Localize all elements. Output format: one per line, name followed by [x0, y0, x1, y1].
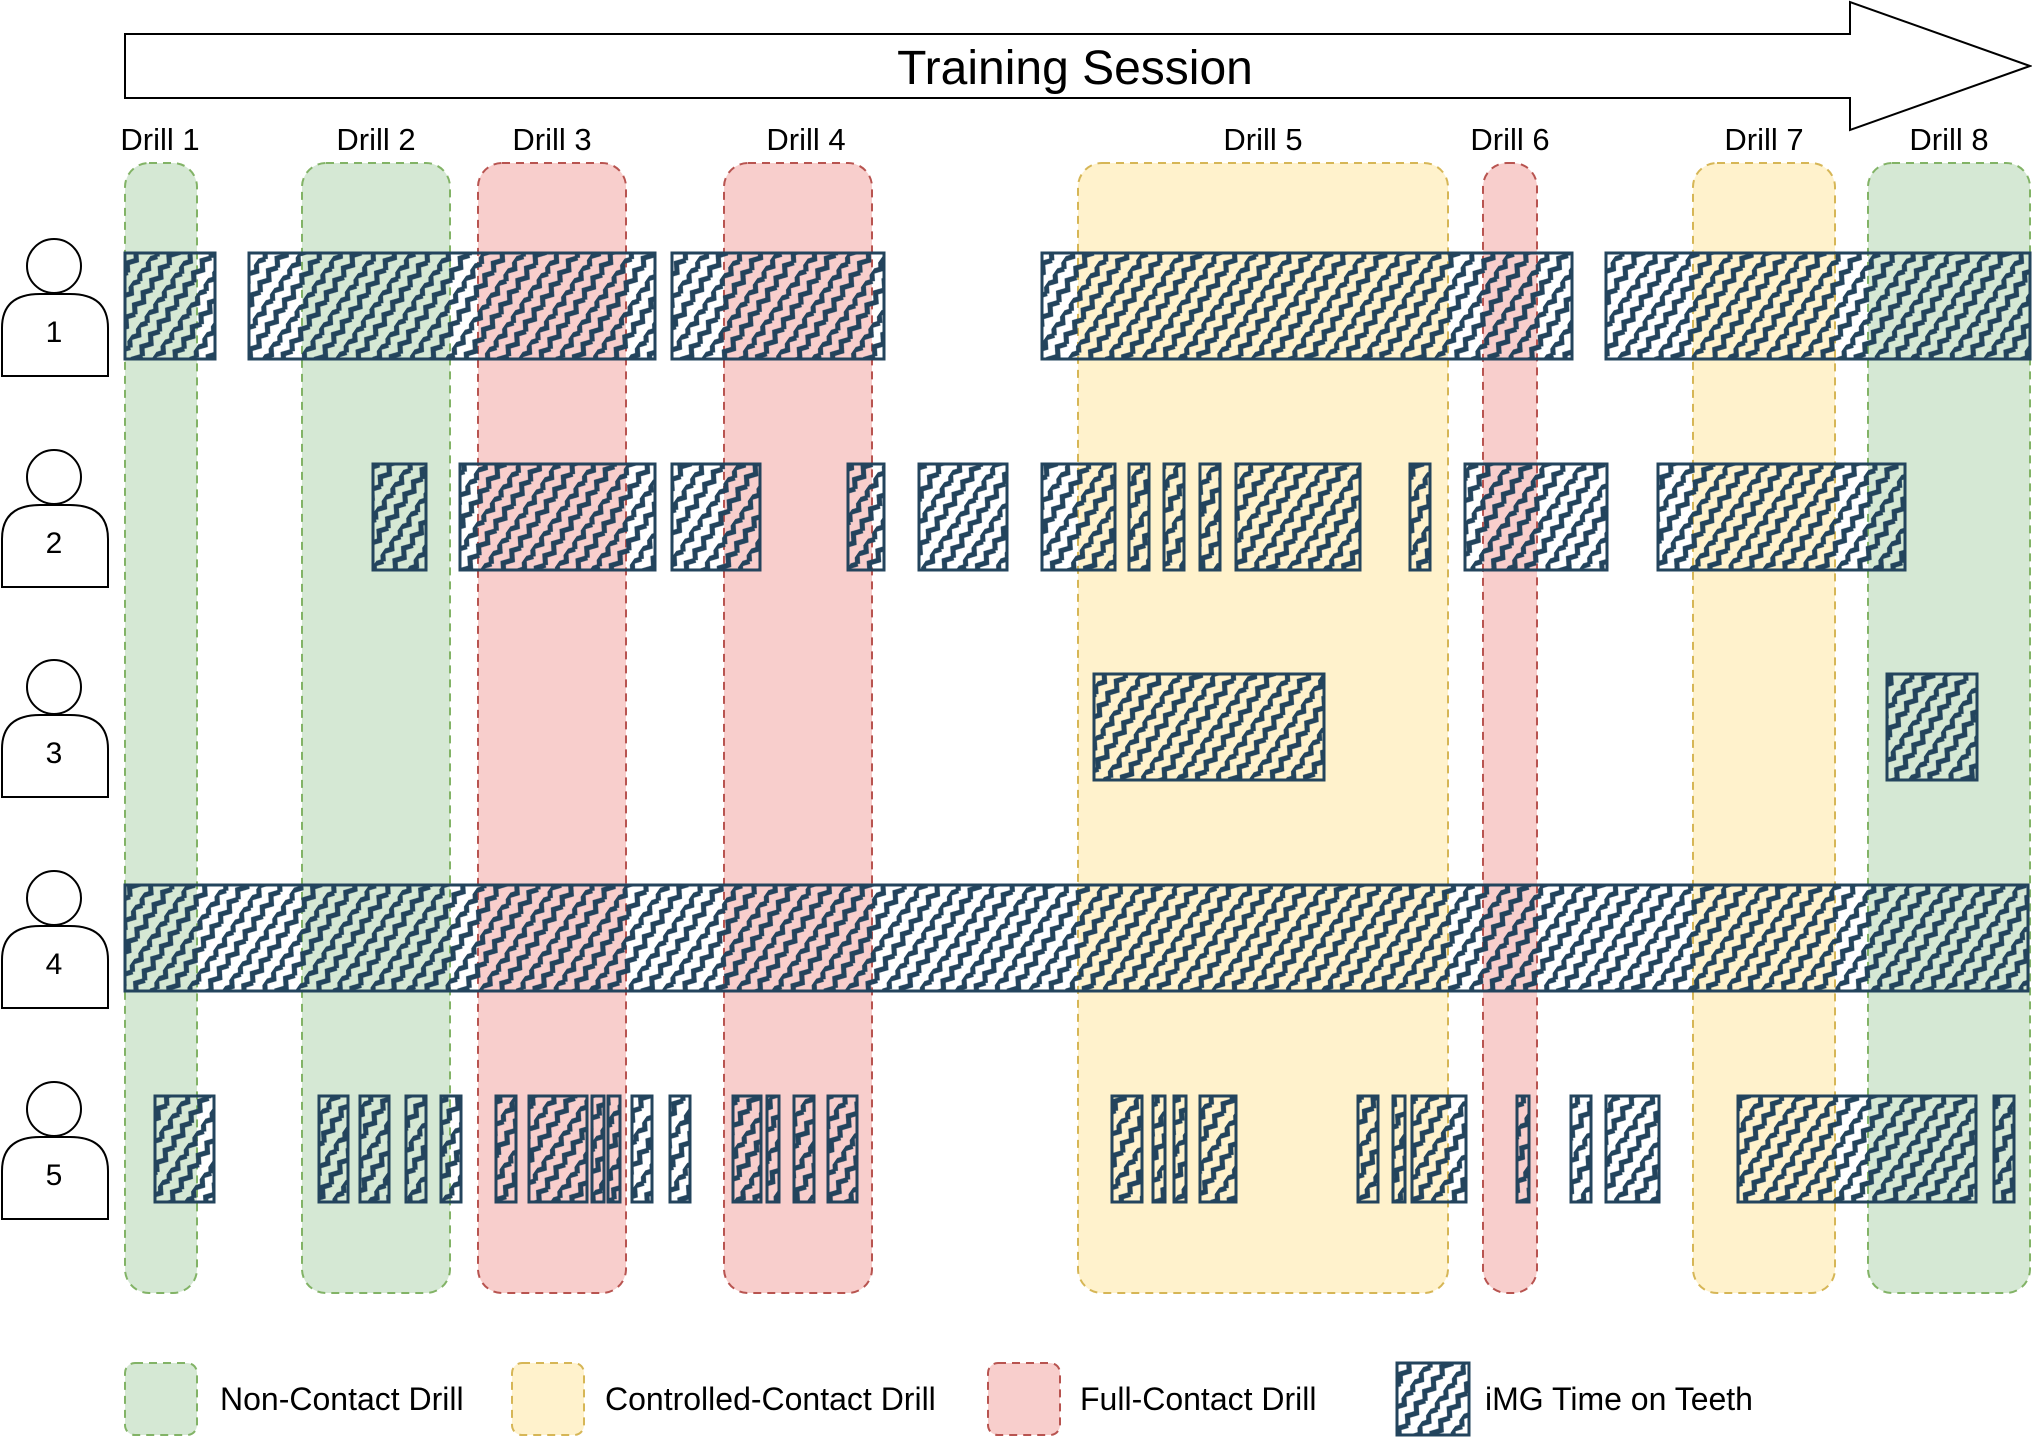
img-block-p2-2 [458, 462, 657, 572]
img-block-p5-23 [1515, 1094, 1531, 1204]
img-block-p2-7 [1127, 462, 1151, 572]
img-block-p3-1 [1092, 672, 1326, 782]
img-block-p1-1 [123, 251, 217, 361]
img-block-p2-12 [1463, 462, 1609, 572]
drill-band-6 [1482, 162, 1538, 1294]
img-block-p5-4 [404, 1094, 428, 1204]
img-time-blocks [123, 251, 2032, 1204]
img-block-p3-2 [1885, 672, 1979, 782]
img-block-p1-4 [1040, 251, 1574, 361]
drill-label-4: Drill 4 [766, 122, 845, 157]
drill-bands [124, 162, 2031, 1294]
img-block-p5-21 [1391, 1094, 1407, 1204]
players: 1 2 3 4 5 [0, 238, 109, 1220]
legend-label-non-contact: Non-Contact Drill [220, 1381, 464, 1417]
img-block-p2-11 [1408, 462, 1432, 572]
img-block-p5-10 [630, 1094, 654, 1204]
img-block-p1-2 [247, 251, 657, 361]
player-avatar-body [0, 504, 109, 588]
player-number: 1 [46, 316, 63, 349]
drill-label-2: Drill 2 [336, 122, 415, 157]
img-block-p2-5 [917, 462, 1009, 572]
player-5: 5 [0, 1081, 109, 1220]
player-avatar-body [0, 714, 109, 798]
img-block-p5-20 [1356, 1094, 1380, 1204]
img-block-p5-5 [439, 1094, 463, 1204]
legend-swatch-non-contact [124, 1362, 198, 1436]
drill-label-6: Drill 6 [1470, 122, 1549, 157]
timeline-title: Training Session [897, 42, 1253, 95]
img-block-p2-1 [371, 462, 428, 572]
img-block-p2-4 [846, 462, 886, 572]
drill-band-2 [301, 162, 451, 1294]
legend: Non-Contact Drill Controlled-Contact Dri… [124, 1361, 1753, 1437]
player-number: 3 [46, 737, 63, 770]
img-block-p2-3 [670, 462, 762, 572]
img-block-p1-3 [670, 251, 886, 361]
img-block-p5-24 [1569, 1094, 1593, 1204]
drill-band-7 [1692, 162, 1836, 1294]
player-4: 4 [0, 870, 109, 1009]
img-block-p2-8 [1162, 462, 1186, 572]
player-2: 2 [0, 449, 109, 588]
player-number: 2 [46, 527, 63, 560]
img-block-p4-1 [123, 883, 2030, 993]
drill-label-3: Drill 3 [512, 122, 591, 157]
img-block-p5-16 [1110, 1094, 1144, 1204]
drill-label-1: Drill 1 [120, 122, 199, 157]
img-block-p5-18 [1172, 1094, 1188, 1204]
drill-label-8: Drill 8 [1909, 122, 1988, 157]
img-block-p2-13 [1656, 462, 1907, 572]
img-block-p5-7 [527, 1094, 589, 1204]
drill-band-4 [723, 162, 873, 1294]
img-block-p5-25 [1604, 1094, 1661, 1204]
img-block-p5-26 [1736, 1094, 1978, 1204]
img-block-p5-22 [1410, 1094, 1468, 1204]
player-avatar-body [0, 925, 109, 1009]
img-block-p5-14 [792, 1094, 816, 1204]
drill-label-7: Drill 7 [1724, 122, 1803, 157]
timeline-arrow [124, 0, 2032, 132]
img-block-p5-11 [668, 1094, 692, 1204]
player-avatar-head [26, 1081, 82, 1137]
legend-label-img-time: iMG Time on Teeth [1485, 1381, 1753, 1417]
img-block-p1-5 [1604, 251, 2032, 361]
player-1: 1 [0, 238, 109, 377]
player-3: 3 [0, 659, 109, 798]
img-block-p5-1 [153, 1094, 216, 1204]
player-avatar-head [26, 870, 82, 926]
img-block-p5-17 [1151, 1094, 1167, 1204]
legend-swatch-full-contact [987, 1362, 1061, 1436]
drill-label-5: Drill 5 [1223, 122, 1302, 157]
player-avatar-head [26, 238, 82, 294]
img-block-p5-9 [606, 1094, 622, 1204]
legend-swatch-controlled-contact [511, 1362, 585, 1436]
img-block-p5-12 [731, 1094, 763, 1204]
img-block-p2-6 [1040, 462, 1117, 572]
player-avatar-head [26, 659, 82, 715]
legend-swatch-img-time [1395, 1361, 1471, 1437]
player-avatar-body [0, 1136, 109, 1220]
img-block-p5-27 [1992, 1094, 2016, 1204]
img-block-p5-13 [765, 1094, 781, 1204]
img-block-p2-10 [1234, 462, 1362, 572]
player-number: 4 [46, 948, 63, 981]
img-block-p5-15 [826, 1094, 859, 1204]
img-block-p5-3 [358, 1094, 391, 1204]
player-avatar-head [26, 449, 82, 505]
player-avatar-body [0, 293, 109, 377]
drill-band-1 [124, 162, 198, 1294]
img-block-p2-9 [1198, 462, 1222, 572]
legend-label-controlled-contact: Controlled-Contact Drill [605, 1381, 936, 1417]
drill-band-3 [477, 162, 627, 1294]
img-block-p5-6 [494, 1094, 518, 1204]
drill-labels: Drill 1 Drill 2 Drill 3 Drill 4 Drill 5 Drill… [120, 122, 1988, 157]
img-block-p5-8 [590, 1094, 606, 1204]
img-block-p5-2 [317, 1094, 350, 1204]
legend-label-full-contact: Full-Contact Drill [1080, 1381, 1316, 1417]
player-number: 5 [46, 1159, 63, 1192]
img-block-p5-19 [1198, 1094, 1238, 1204]
